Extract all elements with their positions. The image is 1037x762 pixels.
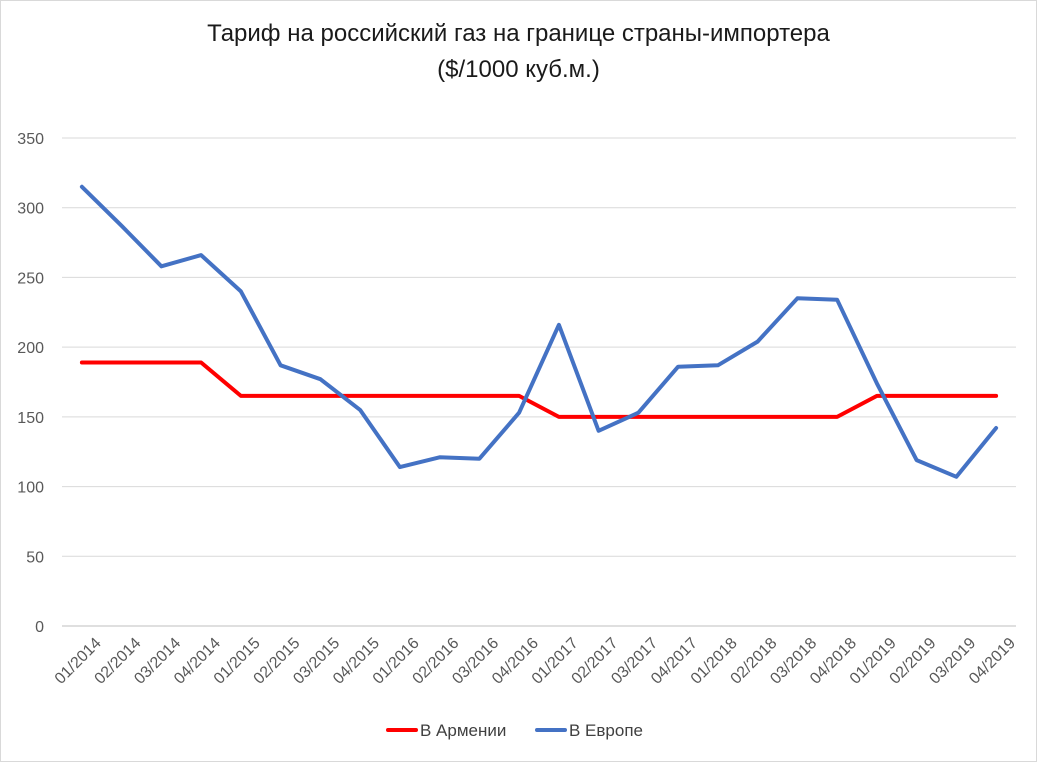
y-tick-label: 150 [17,410,44,427]
legend-label: В Армении [420,721,506,740]
series-line-1 [79,360,999,419]
legend-label: В Европе [569,721,643,740]
y-tick-label: 100 [17,480,44,497]
y-tick-label: 300 [17,201,44,218]
y-axis-ticks: 0 50 100 150 200 250 300 350 [17,131,44,636]
chart-subtitle: ($/1000 куб.м.) [437,56,600,83]
gridlines [62,137,1016,627]
y-tick-label: 350 [17,131,44,148]
legend: В Армении В Европе [386,721,643,740]
series-line-2 [79,184,999,479]
y-tick-label: 250 [17,270,44,287]
y-tick-label: 200 [17,340,44,357]
chart-title: Тариф на российский газ на границе стран… [207,20,830,47]
series-lines [79,184,999,479]
x-axis-ticks: 01/201402/201403/201404/201401/201502/20… [52,635,1019,688]
y-tick-label: 0 [35,619,44,636]
y-tick-label: 50 [26,549,44,566]
